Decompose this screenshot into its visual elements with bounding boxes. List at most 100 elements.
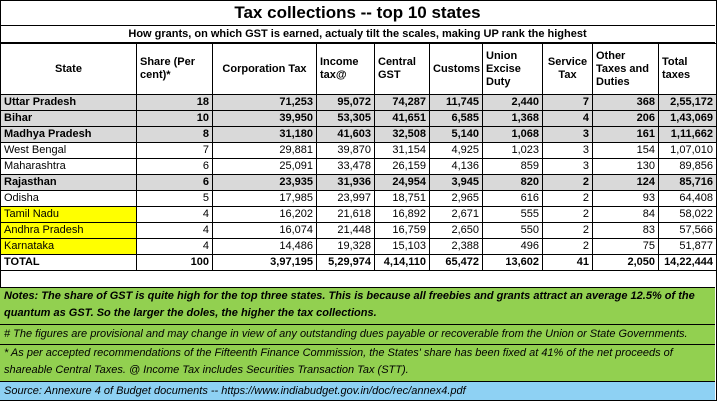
cell-income: 5,29,974	[316, 254, 375, 271]
cell-other: 124	[592, 174, 659, 191]
cell-cgst: 31,154	[374, 142, 430, 159]
cell-corp: 39,950	[212, 110, 317, 127]
page-subtitle: How grants, on which GST is earned, actu…	[0, 26, 715, 43]
col-header-total-taxes: Total taxes	[658, 43, 717, 95]
cell-service: 4	[542, 110, 593, 127]
cell-customs: 4,925	[429, 142, 483, 159]
cell-income: 39,870	[316, 142, 375, 159]
cell-state: Tamil Nadu	[0, 206, 137, 223]
cell-excise: 859	[482, 158, 543, 175]
cell-customs: 2,671	[429, 206, 483, 223]
cell-service: 41	[542, 254, 593, 271]
cell-cgst: 16,759	[374, 222, 430, 239]
cell-corp: 71,253	[212, 94, 317, 111]
cell-customs: 5,140	[429, 126, 483, 143]
cell-income: 95,072	[316, 94, 375, 111]
cell-income: 23,997	[316, 190, 375, 207]
cell-share: 5	[136, 190, 213, 207]
cell-excise: 616	[482, 190, 543, 207]
cell-share: 100	[136, 254, 213, 271]
cell-service: 3	[542, 158, 593, 175]
cell-total: 1,07,010	[658, 142, 717, 159]
share-note: * As per accepted recommendations of the…	[0, 344, 715, 381]
cell-share: 6	[136, 158, 213, 175]
col-header-state: State	[0, 43, 137, 95]
cell-service: 2	[542, 190, 593, 207]
cell-excise: 1,068	[482, 126, 543, 143]
cell-state: Madhya Pradesh	[0, 126, 137, 143]
cell-other: 161	[592, 126, 659, 143]
cell-customs: 6,585	[429, 110, 483, 127]
page-title: Tax collections -- top 10 states	[0, 0, 715, 26]
cell-customs: 4,136	[429, 158, 483, 175]
table-row: Karnataka 4 14,486 19,328 15,103 2,388 496 2 75 5…	[0, 238, 717, 255]
cell-other: 2,050	[592, 254, 659, 271]
notes-text: Notes: The share of GST is quite high fo…	[0, 287, 715, 324]
cell-total: 14,22,444	[658, 254, 717, 271]
cell-cgst: 32,508	[374, 126, 430, 143]
cell-total: 64,408	[658, 190, 717, 207]
cell-service: 2	[542, 222, 593, 239]
table-row: West Bengal 7 29,881 39,870 31,154 4,925 1,023…	[0, 142, 717, 159]
cell-state: Maharashtra	[0, 158, 137, 175]
cell-total: 1,11,662	[658, 126, 717, 143]
table-row: Bihar 10 39,950 53,305 41,651 6,585 1,368 4 206 1…	[0, 110, 717, 127]
cell-excise: 550	[482, 222, 543, 239]
cell-share: 4	[136, 238, 213, 255]
cell-income: 21,448	[316, 222, 375, 239]
cell-total: 1,43,069	[658, 110, 717, 127]
col-header-central-gst: Central GST	[374, 43, 430, 95]
cell-state: Andhra Pradesh	[0, 222, 137, 239]
cell-other: 154	[592, 142, 659, 159]
table-row: Odisha 5 17,985 23,997 18,751 2,965 616 2 93 64,4…	[0, 190, 717, 207]
table-row: Uttar Pradesh 18 71,253 95,072 74,287 11,745 2…	[0, 94, 717, 111]
cell-income: 53,305	[316, 110, 375, 127]
cell-share: 7	[136, 142, 213, 159]
cell-share: 4	[136, 222, 213, 239]
cell-income: 19,328	[316, 238, 375, 255]
cell-customs: 2,388	[429, 238, 483, 255]
cell-share: 10	[136, 110, 213, 127]
cell-other: 368	[592, 94, 659, 111]
cell-excise: 496	[482, 238, 543, 255]
cell-customs: 2,650	[429, 222, 483, 239]
cell-corp: 29,881	[212, 142, 317, 159]
cell-customs: 2,965	[429, 190, 483, 207]
cell-income: 31,936	[316, 174, 375, 191]
source-note: Source: Annexure 4 of Budget documents -…	[0, 381, 715, 400]
cell-income: 41,603	[316, 126, 375, 143]
cell-service: 2	[542, 206, 593, 223]
cell-corp: 23,935	[212, 174, 317, 191]
cell-excise: 1,368	[482, 110, 543, 127]
cell-total: 89,856	[658, 158, 717, 175]
cell-other: 75	[592, 238, 659, 255]
header-row: State Share (Per cent)* Corporation Tax …	[0, 43, 717, 95]
cell-total: 85,716	[658, 174, 717, 191]
cell-service: 2	[542, 238, 593, 255]
cell-other: 206	[592, 110, 659, 127]
total-row: TOTAL 100 3,97,195 5,29,974 4,14,110 65,472 13…	[0, 254, 717, 271]
cell-corp: 16,074	[212, 222, 317, 239]
cell-other: 93	[592, 190, 659, 207]
table-row: Rajasthan 6 23,935 31,936 24,954 3,945 820 2 124…	[0, 174, 717, 191]
cell-state: Odisha	[0, 190, 137, 207]
cell-excise: 2,440	[482, 94, 543, 111]
table-row: Tamil Nadu 4 16,202 21,618 16,892 2,671 555 2 84…	[0, 206, 717, 223]
cell-cgst: 24,954	[374, 174, 430, 191]
cell-service: 7	[542, 94, 593, 111]
cell-other: 83	[592, 222, 659, 239]
cell-corp: 31,180	[212, 126, 317, 143]
cell-cgst: 4,14,110	[374, 254, 430, 271]
cell-customs: 3,945	[429, 174, 483, 191]
cell-total: 57,566	[658, 222, 717, 239]
cell-cgst: 74,287	[374, 94, 430, 111]
cell-corp: 3,97,195	[212, 254, 317, 271]
cell-service: 3	[542, 142, 593, 159]
cell-cgst: 16,892	[374, 206, 430, 223]
table-row: Madhya Pradesh 8 31,180 41,603 32,508 5,140 1,…	[0, 126, 717, 143]
col-header-union-excise: Union Excise Duty	[482, 43, 543, 95]
cell-state: TOTAL	[0, 254, 137, 271]
cell-share: 6	[136, 174, 213, 191]
cell-excise: 13,602	[482, 254, 543, 271]
cell-corp: 14,486	[212, 238, 317, 255]
